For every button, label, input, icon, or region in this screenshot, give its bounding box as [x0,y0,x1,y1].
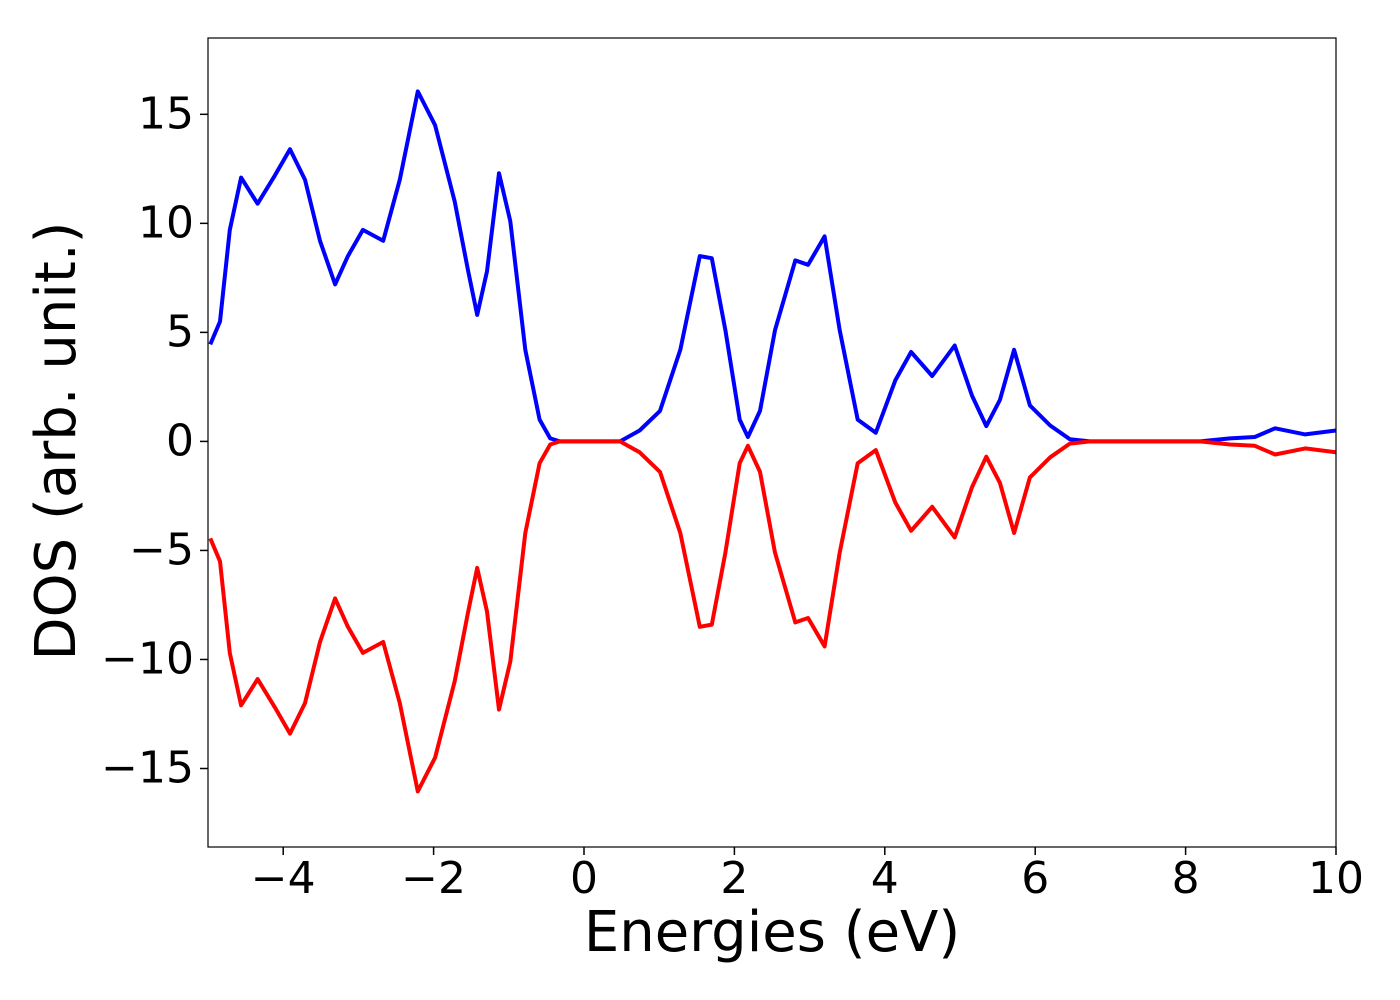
y-tick-label: −5 [129,524,194,575]
y-tick-label: 5 [166,306,194,357]
series-line [208,439,1336,794]
x-tick-label: −4 [251,853,316,904]
y-tick-label: −10 [101,633,194,684]
y-tick-label: 15 [138,88,194,139]
y-axis-label: DOS (arb. unit.) [24,221,89,660]
x-tick-label: 10 [1308,853,1364,904]
y-tick-label: 10 [138,197,194,248]
x-axis-label: Energies (eV) [584,900,960,965]
y-tick-label: −15 [101,742,194,793]
x-tick-label: 6 [1021,853,1049,904]
plot-frame [207,37,1337,848]
x-tick-label: 2 [720,853,748,904]
x-tick-label: 0 [570,853,598,904]
x-tick-label: 4 [871,853,899,904]
series-line [208,89,1336,444]
x-tick-label: −2 [401,853,466,904]
y-tick-label: 0 [166,415,194,466]
x-tick-label: 8 [1172,853,1200,904]
